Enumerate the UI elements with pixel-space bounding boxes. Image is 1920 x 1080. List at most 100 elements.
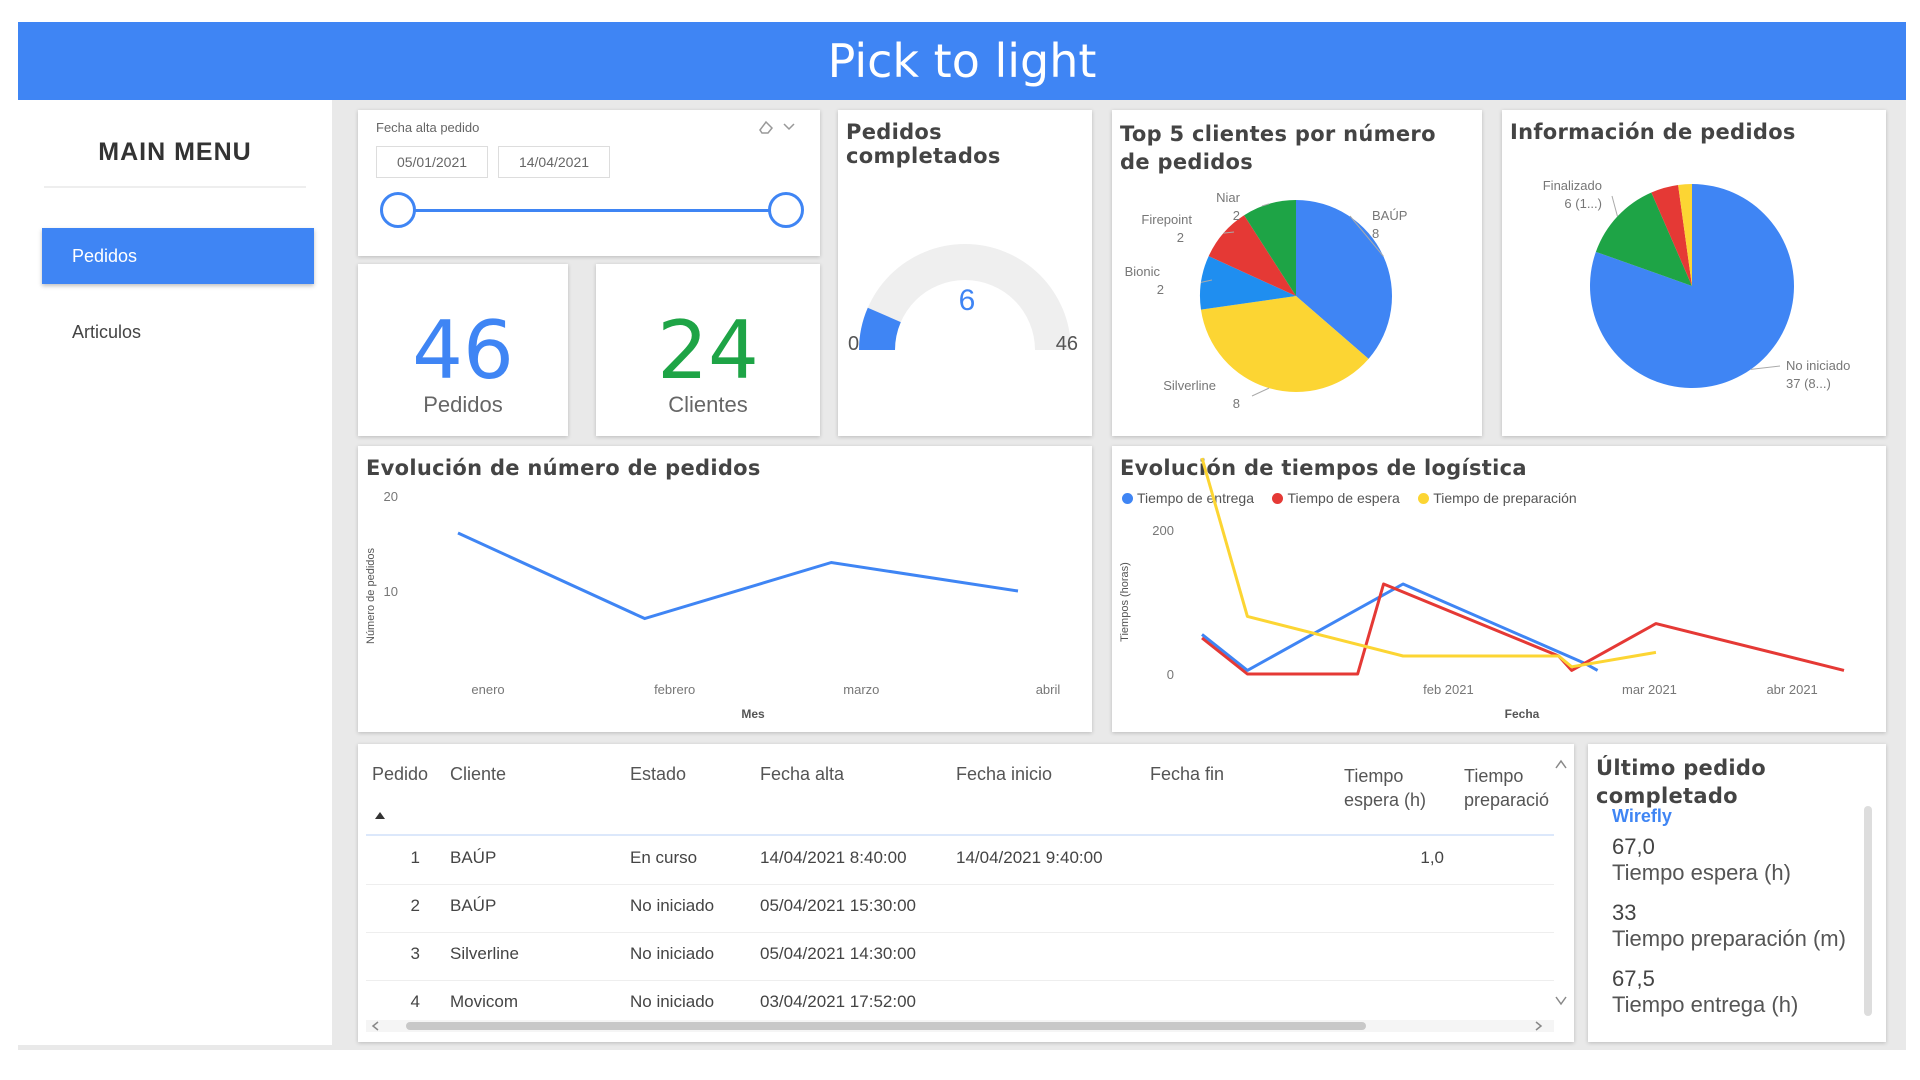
date-slider-start-handle[interactable]	[380, 192, 416, 228]
espera-label: Tiempo espera (h)	[1612, 860, 1791, 885]
dashboard-header: Pick to light	[18, 22, 1906, 100]
table-cell-cliente: Movicom	[450, 992, 519, 1011]
legend-item-entrega[interactable]: Tiempo de entrega	[1122, 490, 1254, 506]
orders-evolution-card: Evolución de número de pedidos 10 20 enero…	[358, 446, 1092, 732]
table-cell-cliente: BAÚP	[450, 896, 497, 915]
pie-label-value: 2	[1157, 282, 1164, 297]
col-header-estado[interactable]: Estado	[630, 764, 687, 784]
entrega-value: 67,5	[1612, 966, 1655, 991]
y-tick-label: 0	[1167, 667, 1174, 682]
orders-line[interactable]	[457, 531, 1019, 621]
top-clients-pie: BAÚP 8 Silverline 8 Bionic 2 Firepoint 2 Niar 2	[1125, 190, 1408, 411]
pie-label: Niar	[1216, 190, 1241, 205]
pie-label: No iniciado	[1786, 358, 1850, 373]
pie-slice[interactable]	[1651, 184, 1692, 286]
pie-leader-line	[1349, 215, 1384, 257]
pie-label-value: 2	[1233, 208, 1240, 223]
orders-info-pie: No iniciado 37 (8...) Finalizado 6 (1...)	[1543, 178, 1851, 391]
pie-slice[interactable]	[1595, 192, 1692, 286]
x-tick-label: febrero	[654, 682, 695, 697]
table-cell-fecha-alta: 05/04/2021 15:30:00	[760, 896, 916, 915]
y-axis-title: Tiempos (horas)	[1119, 562, 1131, 642]
kpi-pedidos-value: 46	[412, 304, 514, 397]
table-header-divider	[366, 834, 1554, 836]
table-cell-fecha-alta: 03/04/2021 17:52:00	[760, 992, 916, 1011]
chevron-down-icon[interactable]	[783, 123, 795, 131]
pie-slice[interactable]	[1244, 200, 1296, 296]
sidebar-item-pedidos[interactable]: Pedidos	[42, 228, 314, 284]
pie-slice[interactable]	[1296, 200, 1392, 359]
pie-leader-line	[1223, 231, 1235, 234]
x-tick-label: enero	[471, 682, 504, 697]
kpi-clientes-label: Clientes	[668, 392, 748, 417]
legend-label: Tiempo de espera	[1287, 490, 1400, 506]
pie-slice[interactable]	[1678, 184, 1692, 286]
last-order-card: Último pedido completado Wirefly 67,0 Ti…	[1588, 744, 1886, 1042]
kpi-clientes-card: 24 Clientes	[596, 264, 820, 436]
table-cell-estado: No iniciado	[630, 992, 715, 1011]
legend-item-espera[interactable]: Tiempo de espera	[1272, 490, 1400, 506]
sidebar-item-articulos[interactable]: Articulos	[42, 304, 314, 360]
x-axis-title: Mes	[741, 707, 765, 721]
table-cell-estado: No iniciado	[630, 944, 715, 963]
col-header-tiempo-preparacion[interactable]: Tiempo preparació	[1464, 766, 1550, 810]
logistics-legend: Tiempo de entrega Tiempo de espera Tiemp…	[1122, 490, 1591, 509]
table-cell-pedido: 1	[410, 848, 420, 867]
col-header-fecha-fin[interactable]: Fecha fin	[1150, 764, 1225, 784]
row-divider	[366, 980, 1554, 981]
eraser-icon[interactable]	[759, 120, 774, 134]
date-slider-end-handle[interactable]	[768, 192, 804, 228]
pie-label-value: 37 (8...)	[1786, 376, 1831, 391]
start-date-input[interactable]: 05/01/2021	[376, 146, 488, 178]
sort-ascending-icon[interactable]	[374, 810, 386, 820]
x-tick-label: abril	[1036, 682, 1061, 697]
pie-leader-line	[1611, 195, 1618, 217]
row-divider	[366, 884, 1554, 885]
date-slider-track[interactable]	[400, 209, 780, 212]
kpi-pedidos-card: 46 Pedidos	[358, 264, 568, 436]
pie-slice[interactable]	[1200, 296, 1369, 392]
x-tick-label: abr 2021	[1766, 682, 1817, 697]
col-header-fecha-alta[interactable]: Fecha alta	[760, 764, 845, 784]
gauge-max-label: 46	[1056, 333, 1078, 355]
logistics-series-line[interactable]	[1201, 582, 1599, 672]
pie-label-value: 6 (1...)	[1564, 196, 1602, 211]
table-cell-estado: En curso	[630, 848, 698, 867]
table-cell-fecha-alta: 14/04/2021 8:40:00	[760, 848, 907, 867]
gauge-background-arc	[859, 244, 1071, 350]
date-filter-label: Fecha alta pedido	[376, 120, 480, 135]
legend-dot	[1122, 492, 1133, 504]
col-header-pedido[interactable]: Pedido	[372, 764, 429, 784]
y-axis-title: Número de pedidos	[365, 548, 377, 645]
scroll-right-icon[interactable]	[1534, 1020, 1544, 1032]
x-axis-title: Fecha	[1505, 707, 1540, 721]
col-header-fecha-inicio[interactable]: Fecha inicio	[956, 764, 1053, 784]
date-filter-card: Fecha alta pedido 05/01/2021 14/04/2021	[358, 110, 820, 256]
pie-label: Firepoint	[1141, 212, 1192, 227]
pie-leader-line	[1200, 279, 1213, 283]
legend-item-preparacion[interactable]: Tiempo de preparación	[1418, 490, 1577, 506]
scroll-left-icon[interactable]	[370, 1020, 380, 1032]
pie-slice[interactable]	[1200, 256, 1296, 310]
scroll-down-icon[interactable]	[1554, 994, 1568, 1006]
horizontal-scroll-thumb[interactable]	[406, 1022, 1366, 1030]
table-cell-cliente: Silverline	[450, 944, 519, 963]
sidebar: MAIN MENU Pedidos Articulos	[18, 100, 332, 1045]
kpi-clientes-value: 24	[657, 304, 759, 397]
logistics-series-line[interactable]	[1201, 582, 1845, 676]
sidebar-item-label: Articulos	[72, 321, 142, 342]
orders-evolution-title: Evolución de número de pedidos	[366, 456, 761, 480]
pie-label: Silverline	[1163, 378, 1216, 393]
table-cell-espera: 1,0	[1420, 848, 1444, 867]
pie-label: Finalizado	[1543, 178, 1602, 193]
logistics-evolution-card: Evolución de tiempos de logística Tiempo…	[1112, 446, 1886, 732]
scroll-up-icon[interactable]	[1554, 758, 1568, 770]
col-header-tiempo-espera[interactable]: Tiempo espera (h)	[1344, 766, 1427, 810]
vertical-scrollbar[interactable]	[1864, 806, 1872, 1016]
pie-label-value: 2	[1177, 230, 1184, 245]
col-header-cliente[interactable]: Cliente	[450, 764, 507, 784]
pie-slice[interactable]	[1208, 215, 1296, 296]
horizontal-scrollbar[interactable]	[366, 1020, 1554, 1032]
end-date-input[interactable]: 14/04/2021	[498, 146, 610, 178]
logistics-series-line[interactable]	[1200, 457, 1657, 669]
